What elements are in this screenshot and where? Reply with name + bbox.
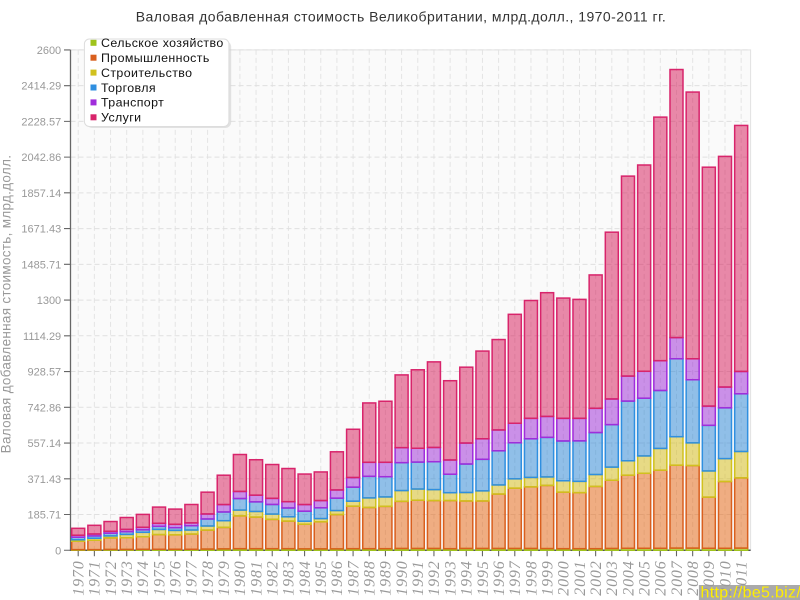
svg-text:1998: 1998 bbox=[523, 561, 540, 596]
svg-text:1999: 1999 bbox=[539, 561, 556, 596]
svg-text:1300: 1300 bbox=[37, 295, 61, 307]
svg-text:2002: 2002 bbox=[588, 561, 605, 596]
svg-text:1972: 1972 bbox=[103, 561, 120, 596]
svg-text:1995: 1995 bbox=[475, 561, 492, 596]
svg-text:1996: 1996 bbox=[491, 561, 508, 596]
svg-text:1991: 1991 bbox=[410, 561, 427, 596]
svg-text:2011: 2011 bbox=[733, 561, 750, 595]
svg-text:1982: 1982 bbox=[265, 561, 282, 596]
svg-text:2001: 2001 bbox=[572, 561, 589, 596]
svg-text:1114.29: 1114.29 bbox=[23, 331, 61, 343]
svg-text:Промышленность: Промышленность bbox=[101, 51, 210, 65]
svg-text:2006: 2006 bbox=[653, 561, 670, 596]
svg-text:1485.71: 1485.71 bbox=[21, 259, 61, 271]
svg-text:2005: 2005 bbox=[636, 561, 653, 596]
svg-text:Валовая добавленная стоимость: Валовая добавленная стоимость Великобрит… bbox=[136, 9, 667, 25]
svg-text:Строительство: Строительство bbox=[101, 66, 192, 80]
svg-text:2004: 2004 bbox=[620, 561, 637, 596]
svg-text:2600: 2600 bbox=[37, 45, 61, 57]
svg-text:928.57: 928.57 bbox=[28, 367, 62, 379]
svg-text:Сельское хозяйство: Сельское хозяйство bbox=[101, 36, 224, 50]
svg-text:1857.14: 1857.14 bbox=[21, 188, 61, 200]
svg-text:557.14: 557.14 bbox=[28, 438, 62, 450]
svg-text:1990: 1990 bbox=[394, 561, 411, 596]
svg-text:2003: 2003 bbox=[604, 561, 621, 596]
svg-text:Валовая добавленная стоимость,: Валовая добавленная стоимость, млрд.долл… bbox=[0, 155, 14, 454]
svg-text:1974: 1974 bbox=[135, 561, 152, 596]
svg-text:371.43: 371.43 bbox=[28, 474, 62, 486]
svg-text:1986: 1986 bbox=[329, 561, 346, 596]
svg-text:185.71: 185.71 bbox=[28, 510, 62, 522]
svg-text:1977: 1977 bbox=[184, 560, 201, 595]
svg-text:2009: 2009 bbox=[701, 561, 718, 596]
svg-text:1970: 1970 bbox=[71, 561, 88, 596]
svg-text:1997: 1997 bbox=[507, 560, 524, 595]
svg-text:1992: 1992 bbox=[426, 561, 443, 596]
svg-text:1989: 1989 bbox=[378, 561, 395, 596]
svg-text:1980: 1980 bbox=[232, 561, 249, 596]
svg-text:2228.57: 2228.57 bbox=[21, 116, 61, 128]
svg-text:2010: 2010 bbox=[717, 561, 734, 596]
svg-text:1985: 1985 bbox=[313, 561, 330, 596]
svg-text:0: 0 bbox=[55, 545, 61, 557]
svg-text:2007: 2007 bbox=[669, 560, 686, 595]
svg-text:1994: 1994 bbox=[459, 561, 476, 596]
svg-text:1976: 1976 bbox=[168, 561, 185, 596]
svg-text:Транспорт: Транспорт bbox=[101, 96, 164, 110]
svg-text:1984: 1984 bbox=[297, 561, 314, 596]
svg-text:2414.29: 2414.29 bbox=[21, 81, 61, 93]
svg-text:1973: 1973 bbox=[119, 561, 136, 596]
svg-text:1979: 1979 bbox=[216, 561, 233, 596]
svg-text:2008: 2008 bbox=[685, 561, 702, 596]
svg-text:http://be5.biz/: http://be5.biz/ bbox=[701, 584, 800, 600]
svg-text:1975: 1975 bbox=[151, 561, 168, 596]
svg-text:Торговля: Торговля bbox=[101, 81, 156, 95]
svg-text:1983: 1983 bbox=[281, 561, 298, 596]
svg-text:1993: 1993 bbox=[442, 561, 459, 596]
svg-text:2042.86: 2042.86 bbox=[21, 152, 61, 164]
svg-text:1671.43: 1671.43 bbox=[21, 224, 61, 236]
svg-text:1978: 1978 bbox=[200, 561, 217, 596]
svg-text:Услуги: Услуги bbox=[101, 111, 142, 125]
svg-text:742.86: 742.86 bbox=[28, 402, 62, 414]
svg-text:2000: 2000 bbox=[556, 561, 573, 596]
svg-text:1981: 1981 bbox=[248, 561, 265, 596]
svg-text:1987: 1987 bbox=[345, 560, 362, 595]
svg-text:1988: 1988 bbox=[362, 561, 379, 596]
svg-text:1971: 1971 bbox=[87, 561, 104, 596]
